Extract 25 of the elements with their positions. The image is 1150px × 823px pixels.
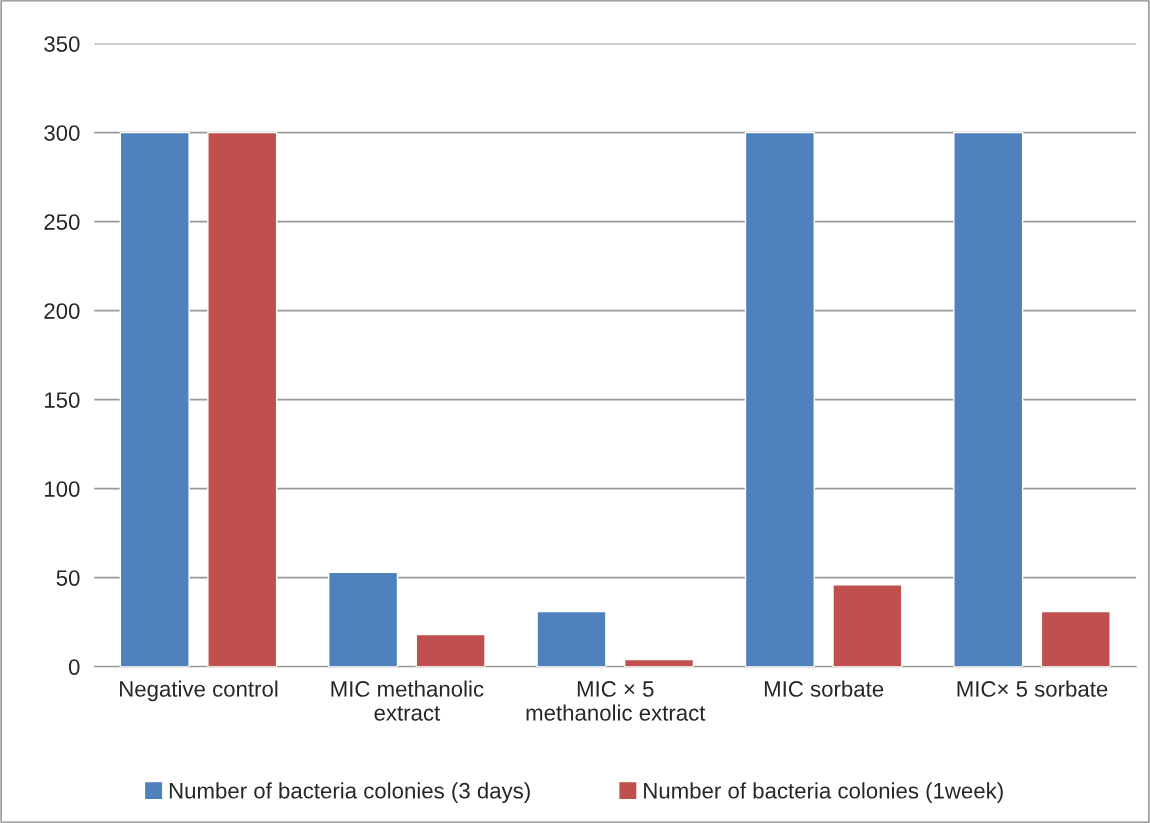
bar <box>623 658 695 667</box>
y-tick-label: 100 <box>45 481 80 497</box>
bar <box>832 584 903 667</box>
y-tick-label: 250 <box>44 214 80 230</box>
legend-label: Number of bacteria colonies (1week) <box>644 782 1003 803</box>
bar <box>1040 610 1111 667</box>
bar <box>207 131 278 667</box>
y-tick-label: 0 <box>68 659 80 675</box>
y-tick-label: 200 <box>44 303 80 319</box>
x-tick-label: MIC methanolic extract <box>331 680 484 721</box>
y-tick-label: 300 <box>44 125 80 141</box>
y-tick-label: 350 <box>44 36 80 52</box>
x-tick-label: MIC× 5 sorbate <box>957 680 1108 697</box>
x-tick-label: Negative control <box>120 680 278 702</box>
bar <box>744 131 815 667</box>
bar <box>953 131 1024 667</box>
x-tick-label: MIC sorbate <box>764 680 884 697</box>
y-tick-label: 150 <box>45 392 80 408</box>
bar <box>328 571 399 667</box>
bar <box>415 633 486 667</box>
x-tick-label: MIC × 5 methanolic extract <box>526 681 706 721</box>
legend-label: Number of bacteria colonies (3 days) <box>169 782 530 803</box>
y-tick-label: 50 <box>56 570 80 586</box>
bar <box>119 131 190 667</box>
bar <box>536 610 607 667</box>
